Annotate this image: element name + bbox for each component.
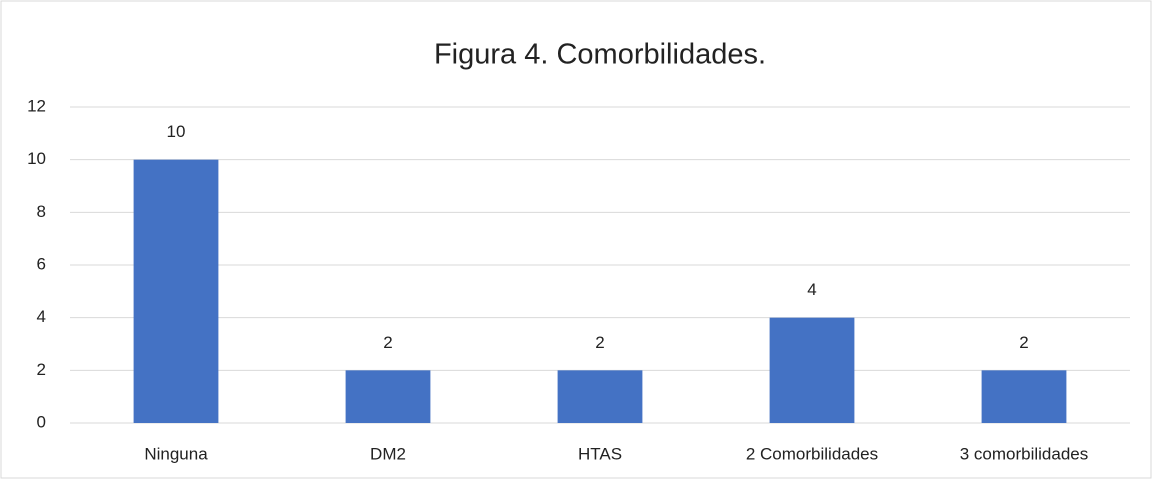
x-tick-label: 2 Comorbilidades	[746, 444, 878, 463]
bar	[557, 370, 643, 423]
x-tick-label: 3 comorbilidades	[960, 444, 1089, 463]
y-tick-label: 8	[37, 202, 46, 221]
bar	[345, 370, 431, 423]
x-tick-label: HTAS	[578, 444, 622, 463]
x-tick-label: Ninguna	[144, 444, 208, 463]
data-label: 4	[807, 280, 816, 299]
y-tick-label: 2	[37, 360, 46, 379]
data-label: 10	[167, 122, 186, 141]
chart-title: Figura 4. Comorbilidades.	[434, 39, 766, 71]
y-tick-label: 10	[27, 149, 46, 168]
bar	[981, 370, 1067, 423]
y-tick-label: 0	[37, 412, 46, 431]
y-tick-label: 6	[37, 254, 46, 273]
y-tick-label: 12	[27, 96, 46, 115]
y-tick-label: 4	[37, 307, 46, 326]
bar	[769, 317, 855, 423]
data-label: 2	[383, 333, 392, 352]
data-label: 2	[1019, 333, 1028, 352]
data-label: 2	[595, 333, 604, 352]
x-tick-label: DM2	[370, 444, 406, 463]
bar	[133, 159, 219, 423]
